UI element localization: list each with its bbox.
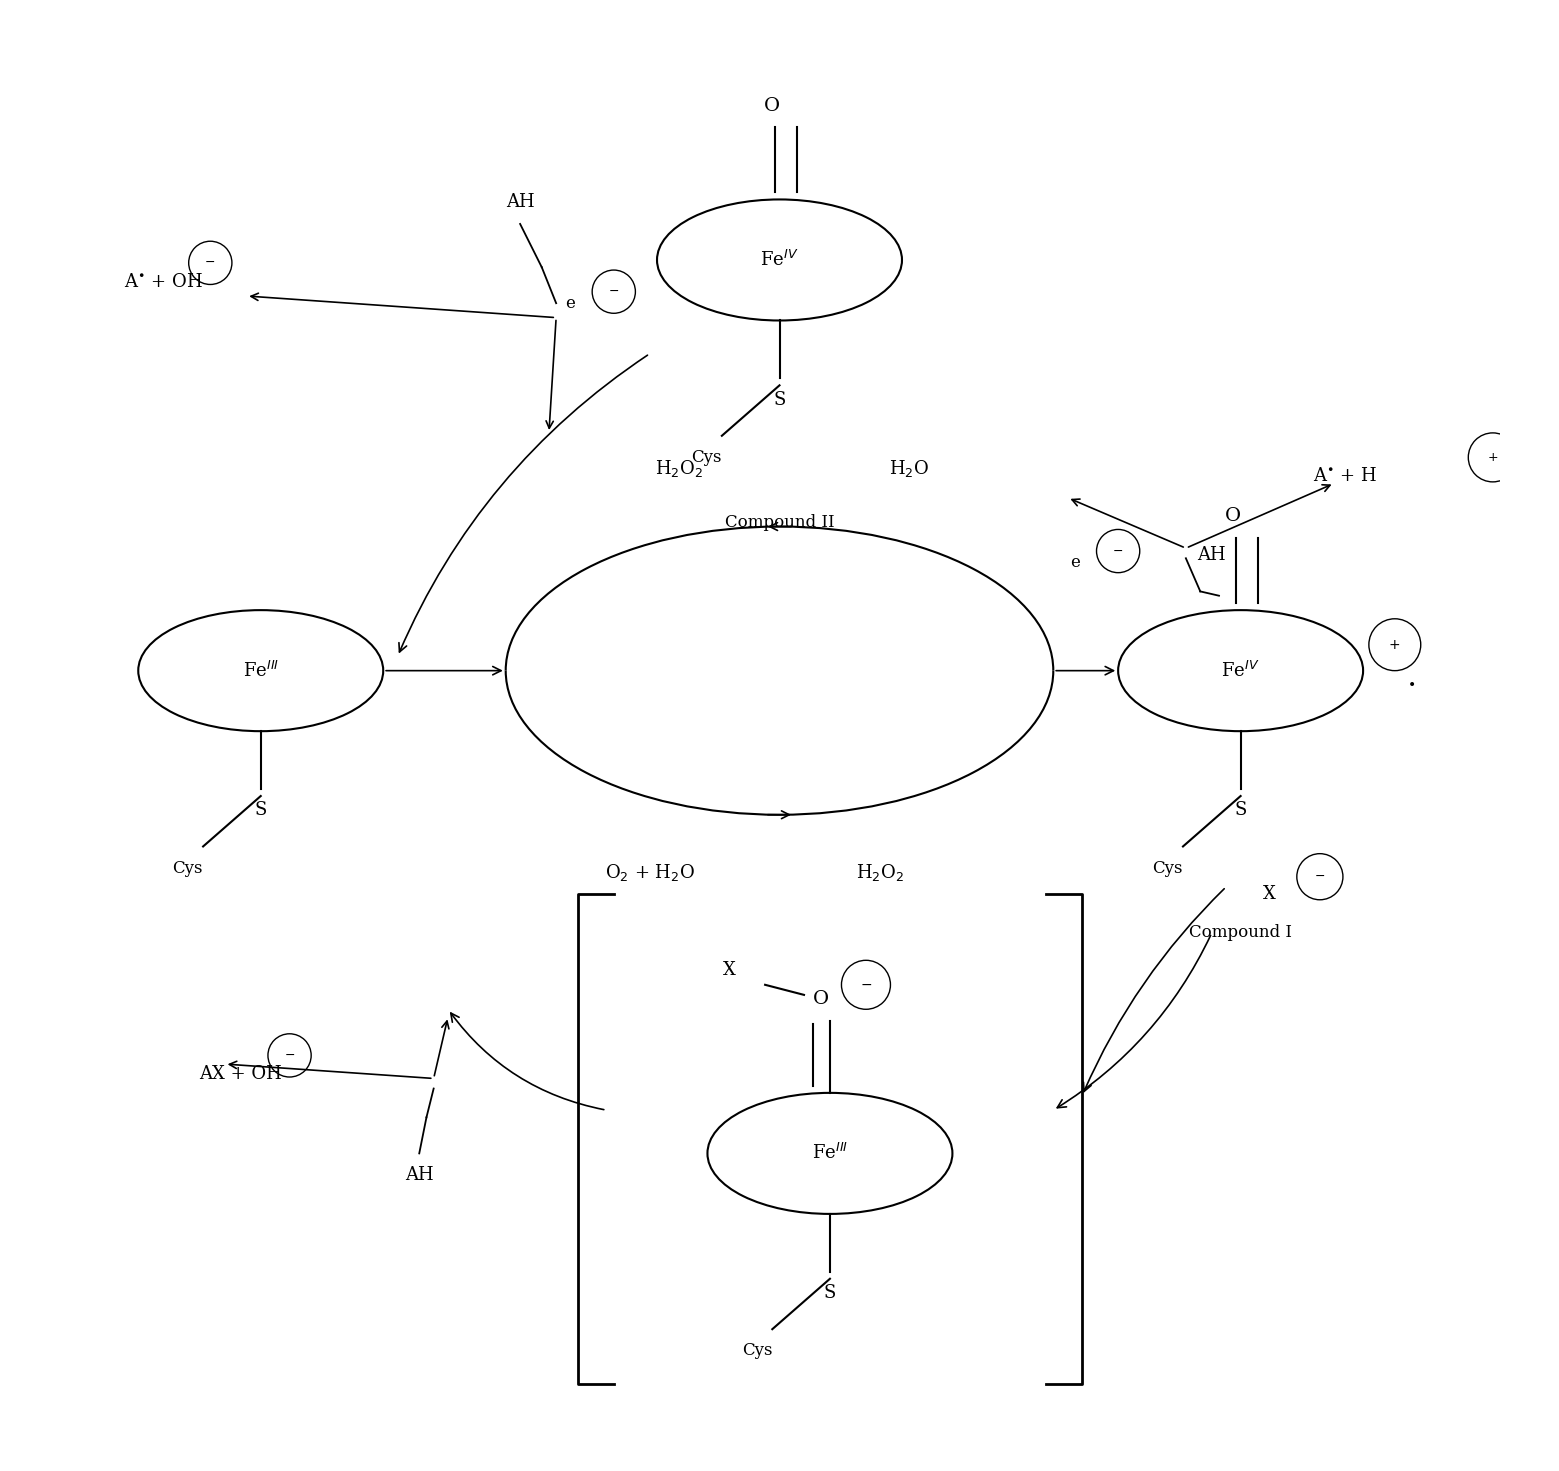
Text: e: e xyxy=(1069,555,1080,571)
Text: X: X xyxy=(1263,886,1275,903)
Text: Fe$^{IV}$: Fe$^{IV}$ xyxy=(761,250,798,271)
Text: +: + xyxy=(1487,452,1498,463)
Text: S: S xyxy=(823,1284,836,1302)
Text: Cys: Cys xyxy=(691,449,722,466)
Text: O: O xyxy=(764,97,781,115)
Text: Fe$^{IV}$: Fe$^{IV}$ xyxy=(1221,660,1260,681)
Text: −: − xyxy=(284,1049,295,1062)
Text: −: − xyxy=(861,978,871,991)
Text: −: − xyxy=(1314,871,1325,883)
Text: AH: AH xyxy=(405,1167,433,1184)
Text: H$_2$O$_2$: H$_2$O$_2$ xyxy=(655,459,703,480)
Text: −: − xyxy=(1113,544,1124,558)
Text: +: + xyxy=(1389,638,1400,652)
Text: O$_2$ + H$_2$O: O$_2$ + H$_2$O xyxy=(605,862,695,883)
Text: •: • xyxy=(1408,678,1416,691)
Text: AH: AH xyxy=(505,193,535,212)
Text: −: − xyxy=(608,285,619,299)
Text: AX + OH: AX + OH xyxy=(200,1065,282,1083)
Text: Cys: Cys xyxy=(742,1343,772,1359)
Text: H$_2$O: H$_2$O xyxy=(889,459,929,480)
Text: O: O xyxy=(1225,507,1241,525)
Text: Cys: Cys xyxy=(1152,859,1183,877)
Text: A$^{•}$ + H: A$^{•}$ + H xyxy=(1313,468,1377,485)
Text: Cys: Cys xyxy=(173,859,203,877)
Text: AH: AH xyxy=(1197,546,1225,565)
Text: A$^{•}$ + OH: A$^{•}$ + OH xyxy=(123,272,203,291)
Text: Compound II: Compound II xyxy=(725,513,834,531)
Text: O: O xyxy=(814,990,829,1008)
Text: Fe$^{III}$: Fe$^{III}$ xyxy=(812,1143,848,1164)
Text: Fe$^{III}$: Fe$^{III}$ xyxy=(243,660,279,681)
Text: H$_2$O$_2$: H$_2$O$_2$ xyxy=(856,862,904,883)
Text: S: S xyxy=(1235,802,1247,819)
Text: −: − xyxy=(206,256,215,269)
Text: e: e xyxy=(566,294,575,312)
Text: X: X xyxy=(723,962,736,980)
Text: Compound I: Compound I xyxy=(1190,924,1292,941)
Text: S: S xyxy=(254,802,267,819)
Text: S: S xyxy=(773,391,786,409)
